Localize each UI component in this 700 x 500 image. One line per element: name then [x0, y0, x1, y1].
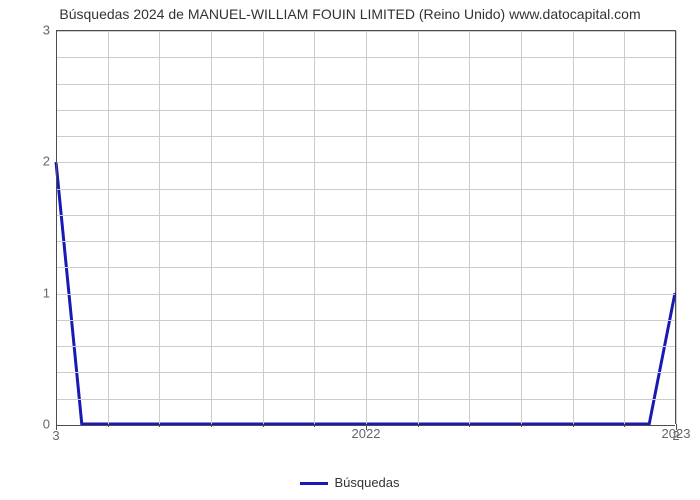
grid-line-v: [211, 31, 212, 424]
x-tick-minor: [521, 424, 522, 427]
x-corner-bottom-left: 3: [52, 428, 59, 443]
x-tick-minor: [573, 424, 574, 427]
grid-line-v: [366, 31, 367, 424]
x-tick-minor: [469, 424, 470, 427]
y-tick-label: 0: [10, 417, 50, 432]
grid-line-v: [573, 31, 574, 424]
grid-line-v: [624, 31, 625, 424]
x-tick-minor: [263, 424, 264, 427]
grid-line-v: [263, 31, 264, 424]
chart-container: Búsquedas 2024 de MANUEL-WILLIAM FOUIN L…: [0, 0, 700, 500]
y-tick-label: 3: [10, 23, 50, 38]
x-tick-label: 2022: [352, 426, 381, 441]
x-tick-minor: [624, 424, 625, 427]
legend-label: Búsquedas: [334, 475, 399, 490]
x-tick-minor: [211, 424, 212, 427]
x-corner-bottom-right: 2: [672, 428, 679, 443]
grid-line-v: [418, 31, 419, 424]
chart-title: Búsquedas 2024 de MANUEL-WILLIAM FOUIN L…: [0, 6, 700, 22]
grid-line-v: [314, 31, 315, 424]
legend-swatch: [300, 482, 328, 485]
plot-area: [56, 30, 676, 424]
x-tick-minor: [418, 424, 419, 427]
grid-line-v: [676, 31, 677, 424]
x-tick-minor: [314, 424, 315, 427]
grid-line-v: [56, 31, 57, 424]
x-tick-minor: [159, 424, 160, 427]
legend: Búsquedas: [0, 475, 700, 490]
y-tick-label: 1: [10, 285, 50, 300]
grid-line-v: [469, 31, 470, 424]
grid-line-v: [159, 31, 160, 424]
y-tick-label: 2: [10, 154, 50, 169]
x-tick-minor: [108, 424, 109, 427]
grid-line-v: [521, 31, 522, 424]
grid-line-v: [108, 31, 109, 424]
